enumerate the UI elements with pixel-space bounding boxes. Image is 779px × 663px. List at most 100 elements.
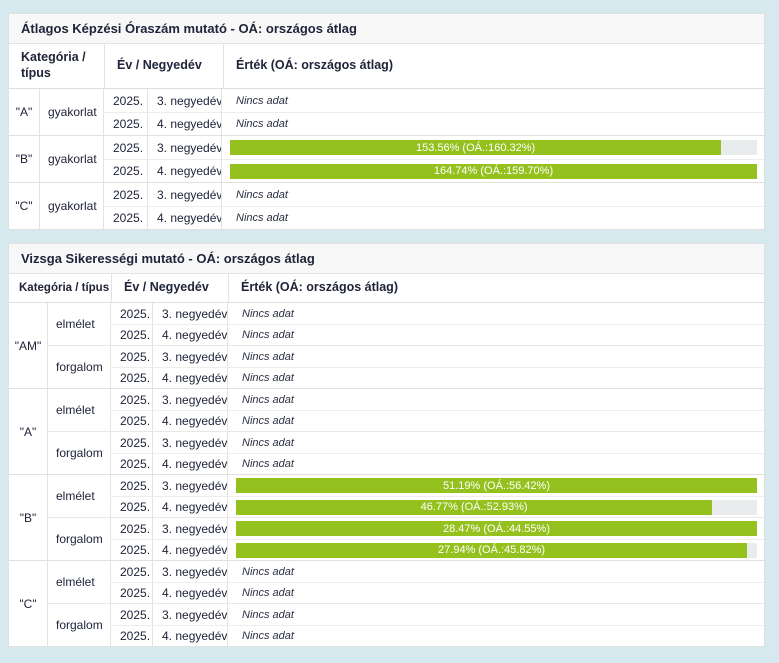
value-cell: Nincs adat xyxy=(222,207,764,229)
no-data-label: Nincs adat xyxy=(236,212,288,224)
row-list: 2025. 3. negyedév 51.19% (OÁ.:56.42%) 2025.… xyxy=(111,475,764,517)
year-cell: 2025. xyxy=(111,454,153,474)
no-data-label: Nincs adat xyxy=(242,415,294,427)
year-cell: 2025. xyxy=(111,346,153,367)
table-row: 2025. 4. negyedév Nincs adat xyxy=(104,206,764,229)
no-data-label: Nincs adat xyxy=(242,436,294,449)
value-cell: 28.47% (OÁ.:44.55%) xyxy=(228,518,764,539)
type-blocks: elmélet 2025. 3. negyedév Nincs adat 2025. 4.… xyxy=(48,389,764,474)
no-data-label: Nincs adat xyxy=(242,565,294,578)
quarter-cell: 4. negyedév xyxy=(148,113,222,135)
no-data-label: Nincs adat xyxy=(242,587,294,599)
table-row: 2025. 4. negyedév 27.94% (OÁ.:45.82%) xyxy=(111,539,764,560)
no-data-label: Nincs adat xyxy=(236,118,288,130)
header-value: Érték (OÁ: országos átlag) xyxy=(241,280,398,295)
year-cell: 2025. xyxy=(111,540,153,560)
table-row: 2025. 3. negyedév Nincs adat xyxy=(104,183,764,206)
year-cell: 2025. xyxy=(104,136,148,159)
year-cell: 2025. xyxy=(111,475,153,496)
no-data-label: Nincs adat xyxy=(242,329,294,341)
value-cell: Nincs adat xyxy=(222,113,764,135)
value-cell: Nincs adat xyxy=(222,89,764,112)
quarter-cell: 3. negyedév xyxy=(153,303,228,324)
table-header-row: Kategória / típus Év / Negyedév Érték (O… xyxy=(9,44,764,89)
quarter-cell: 4. negyedév xyxy=(148,160,222,182)
table-row: 2025. 4. negyedév Nincs adat xyxy=(111,453,764,474)
table-title: Átlagos Képzési Óraszám mutató - OÁ: ors… xyxy=(9,14,764,44)
type-label: forgalom xyxy=(48,518,111,560)
table-row: 2025. 3. negyedév Nincs adat xyxy=(111,561,764,582)
year-cell: 2025. xyxy=(111,325,153,345)
year-cell: 2025. xyxy=(111,583,153,603)
quarter-cell: 3. negyedév xyxy=(148,136,222,159)
type-label: forgalom xyxy=(48,346,111,388)
no-data-label: Nincs adat xyxy=(242,393,294,406)
value-cell: Nincs adat xyxy=(228,561,764,582)
type-label: elmélet xyxy=(48,475,111,517)
year-cell: 2025. xyxy=(111,561,153,582)
table-row: 2025. 3. negyedév 28.47% (OÁ.:44.55%) xyxy=(111,518,764,539)
value-cell: Nincs adat xyxy=(228,303,764,324)
value-cell: Nincs adat xyxy=(228,604,764,625)
type-blocks: elmélet 2025. 3. negyedév Nincs adat 2025. 4.… xyxy=(48,303,764,388)
type-group: forgalom 2025. 3. negyedév Nincs adat 2025. 4… xyxy=(48,345,764,388)
value-cell: Nincs adat xyxy=(228,432,764,453)
category-group: "C" gyakorlat 2025. 3. negyedév Nincs adat 20… xyxy=(9,182,764,229)
type-group: elmélet 2025. 3. negyedév Nincs adat 2025. 4.… xyxy=(48,303,764,345)
category-label: "B" xyxy=(9,136,40,182)
table-row: 2025. 4. negyedév Nincs adat xyxy=(111,625,764,646)
year-cell: 2025. xyxy=(111,303,153,324)
value-cell: Nincs adat xyxy=(228,583,764,603)
row-list: 2025. 3. negyedév 153.56% (OÁ.:160.32%) 202… xyxy=(104,136,764,182)
year-cell: 2025. xyxy=(111,626,153,646)
bar-track: 153.56% (OÁ.:160.32%) xyxy=(230,140,757,155)
bar-track: 27.94% (OÁ.:45.82%) xyxy=(236,542,757,558)
year-cell: 2025. xyxy=(111,497,153,517)
quarter-cell: 4. negyedév xyxy=(148,207,222,229)
category-group: "B" gyakorlat 2025. 3. negyedév 153.56% (OÁ.… xyxy=(9,135,764,182)
type-blocks: gyakorlat 2025. 3. negyedév Nincs adat 2025.… xyxy=(40,89,764,135)
table-row: 2025. 4. negyedév 46.77% (OÁ.:52.93%) xyxy=(111,496,764,517)
type-label: elmélet xyxy=(48,561,111,603)
quarter-cell: 4. negyedév xyxy=(153,540,228,560)
table-row: 2025. 3. negyedév Nincs adat xyxy=(111,303,764,324)
header-year-quarter: Év / Negyedév xyxy=(112,274,229,302)
value-cell: Nincs adat xyxy=(228,368,764,388)
type-group: gyakorlat 2025. 3. negyedév Nincs adat 2025.… xyxy=(40,89,764,135)
row-list: 2025. 3. negyedév Nincs adat 2025. 4. negyed… xyxy=(104,183,764,229)
type-group: forgalom 2025. 3. negyedév Nincs adat 2025. 4… xyxy=(48,603,764,646)
category-label: "A" xyxy=(9,89,40,135)
value-cell: Nincs adat xyxy=(228,411,764,431)
table-body: "AM" elmélet 2025. 3. negyedév Nincs adat 202… xyxy=(9,303,764,646)
value-bar: 153.56% (OÁ.:160.32%) xyxy=(230,140,722,155)
category-group: "A" elmélet 2025. 3. negyedév Nincs adat 2025… xyxy=(9,388,764,474)
row-list: 2025. 3. negyedév Nincs adat 2025. 4. negyed… xyxy=(111,303,764,345)
row-list: 2025. 3. negyedév 28.47% (OÁ.:44.55%) 2025.… xyxy=(111,518,764,560)
header-value: Érték (OÁ: országos átlag) xyxy=(236,58,393,73)
year-cell: 2025. xyxy=(104,89,148,112)
table-header-row: Kategória / típus Év / Negyedév Érték (O… xyxy=(9,274,764,303)
table-row: 2025. 4. negyedév 164.74% (OÁ.:159.70%) xyxy=(104,159,764,182)
row-list: 2025. 3. negyedév Nincs adat 2025. 4. negyed… xyxy=(104,89,764,135)
quarter-cell: 3. negyedév xyxy=(153,346,228,367)
quarter-cell: 3. negyedév xyxy=(148,183,222,206)
row-list: 2025. 3. negyedév Nincs adat 2025. 4. negyed… xyxy=(111,389,764,431)
category-group: "A" gyakorlat 2025. 3. negyedév Nincs adat 20… xyxy=(9,89,764,135)
value-cell: Nincs adat xyxy=(228,454,764,474)
table-row: 2025. 3. negyedév Nincs adat xyxy=(111,346,764,367)
value-cell: 164.74% (OÁ.:159.70%) xyxy=(222,160,764,182)
header-category-type: Kategória / típus xyxy=(9,44,105,88)
table-row: 2025. 4. negyedév Nincs adat xyxy=(111,410,764,431)
category-label: "A" xyxy=(9,389,48,474)
quarter-cell: 4. negyedév xyxy=(153,411,228,431)
table-row: 2025. 3. negyedév Nincs adat xyxy=(111,389,764,410)
value-bar: 51.19% (OÁ.:56.42%) xyxy=(236,478,757,493)
type-group: elmélet 2025. 3. negyedév Nincs adat 2025. 4.… xyxy=(48,389,764,431)
exam-success-table: Vizsga Sikerességi mutató - OÁ: országos… xyxy=(8,243,765,647)
type-group: gyakorlat 2025. 3. negyedév 153.56% (OÁ.:16… xyxy=(40,136,764,182)
bar-track: 28.47% (OÁ.:44.55%) xyxy=(236,521,757,536)
bar-track: 164.74% (OÁ.:159.70%) xyxy=(230,163,757,179)
value-bar: 27.94% (OÁ.:45.82%) xyxy=(236,542,748,558)
header-category-type: Kategória / típus xyxy=(9,274,112,302)
no-data-label: Nincs adat xyxy=(236,94,288,107)
